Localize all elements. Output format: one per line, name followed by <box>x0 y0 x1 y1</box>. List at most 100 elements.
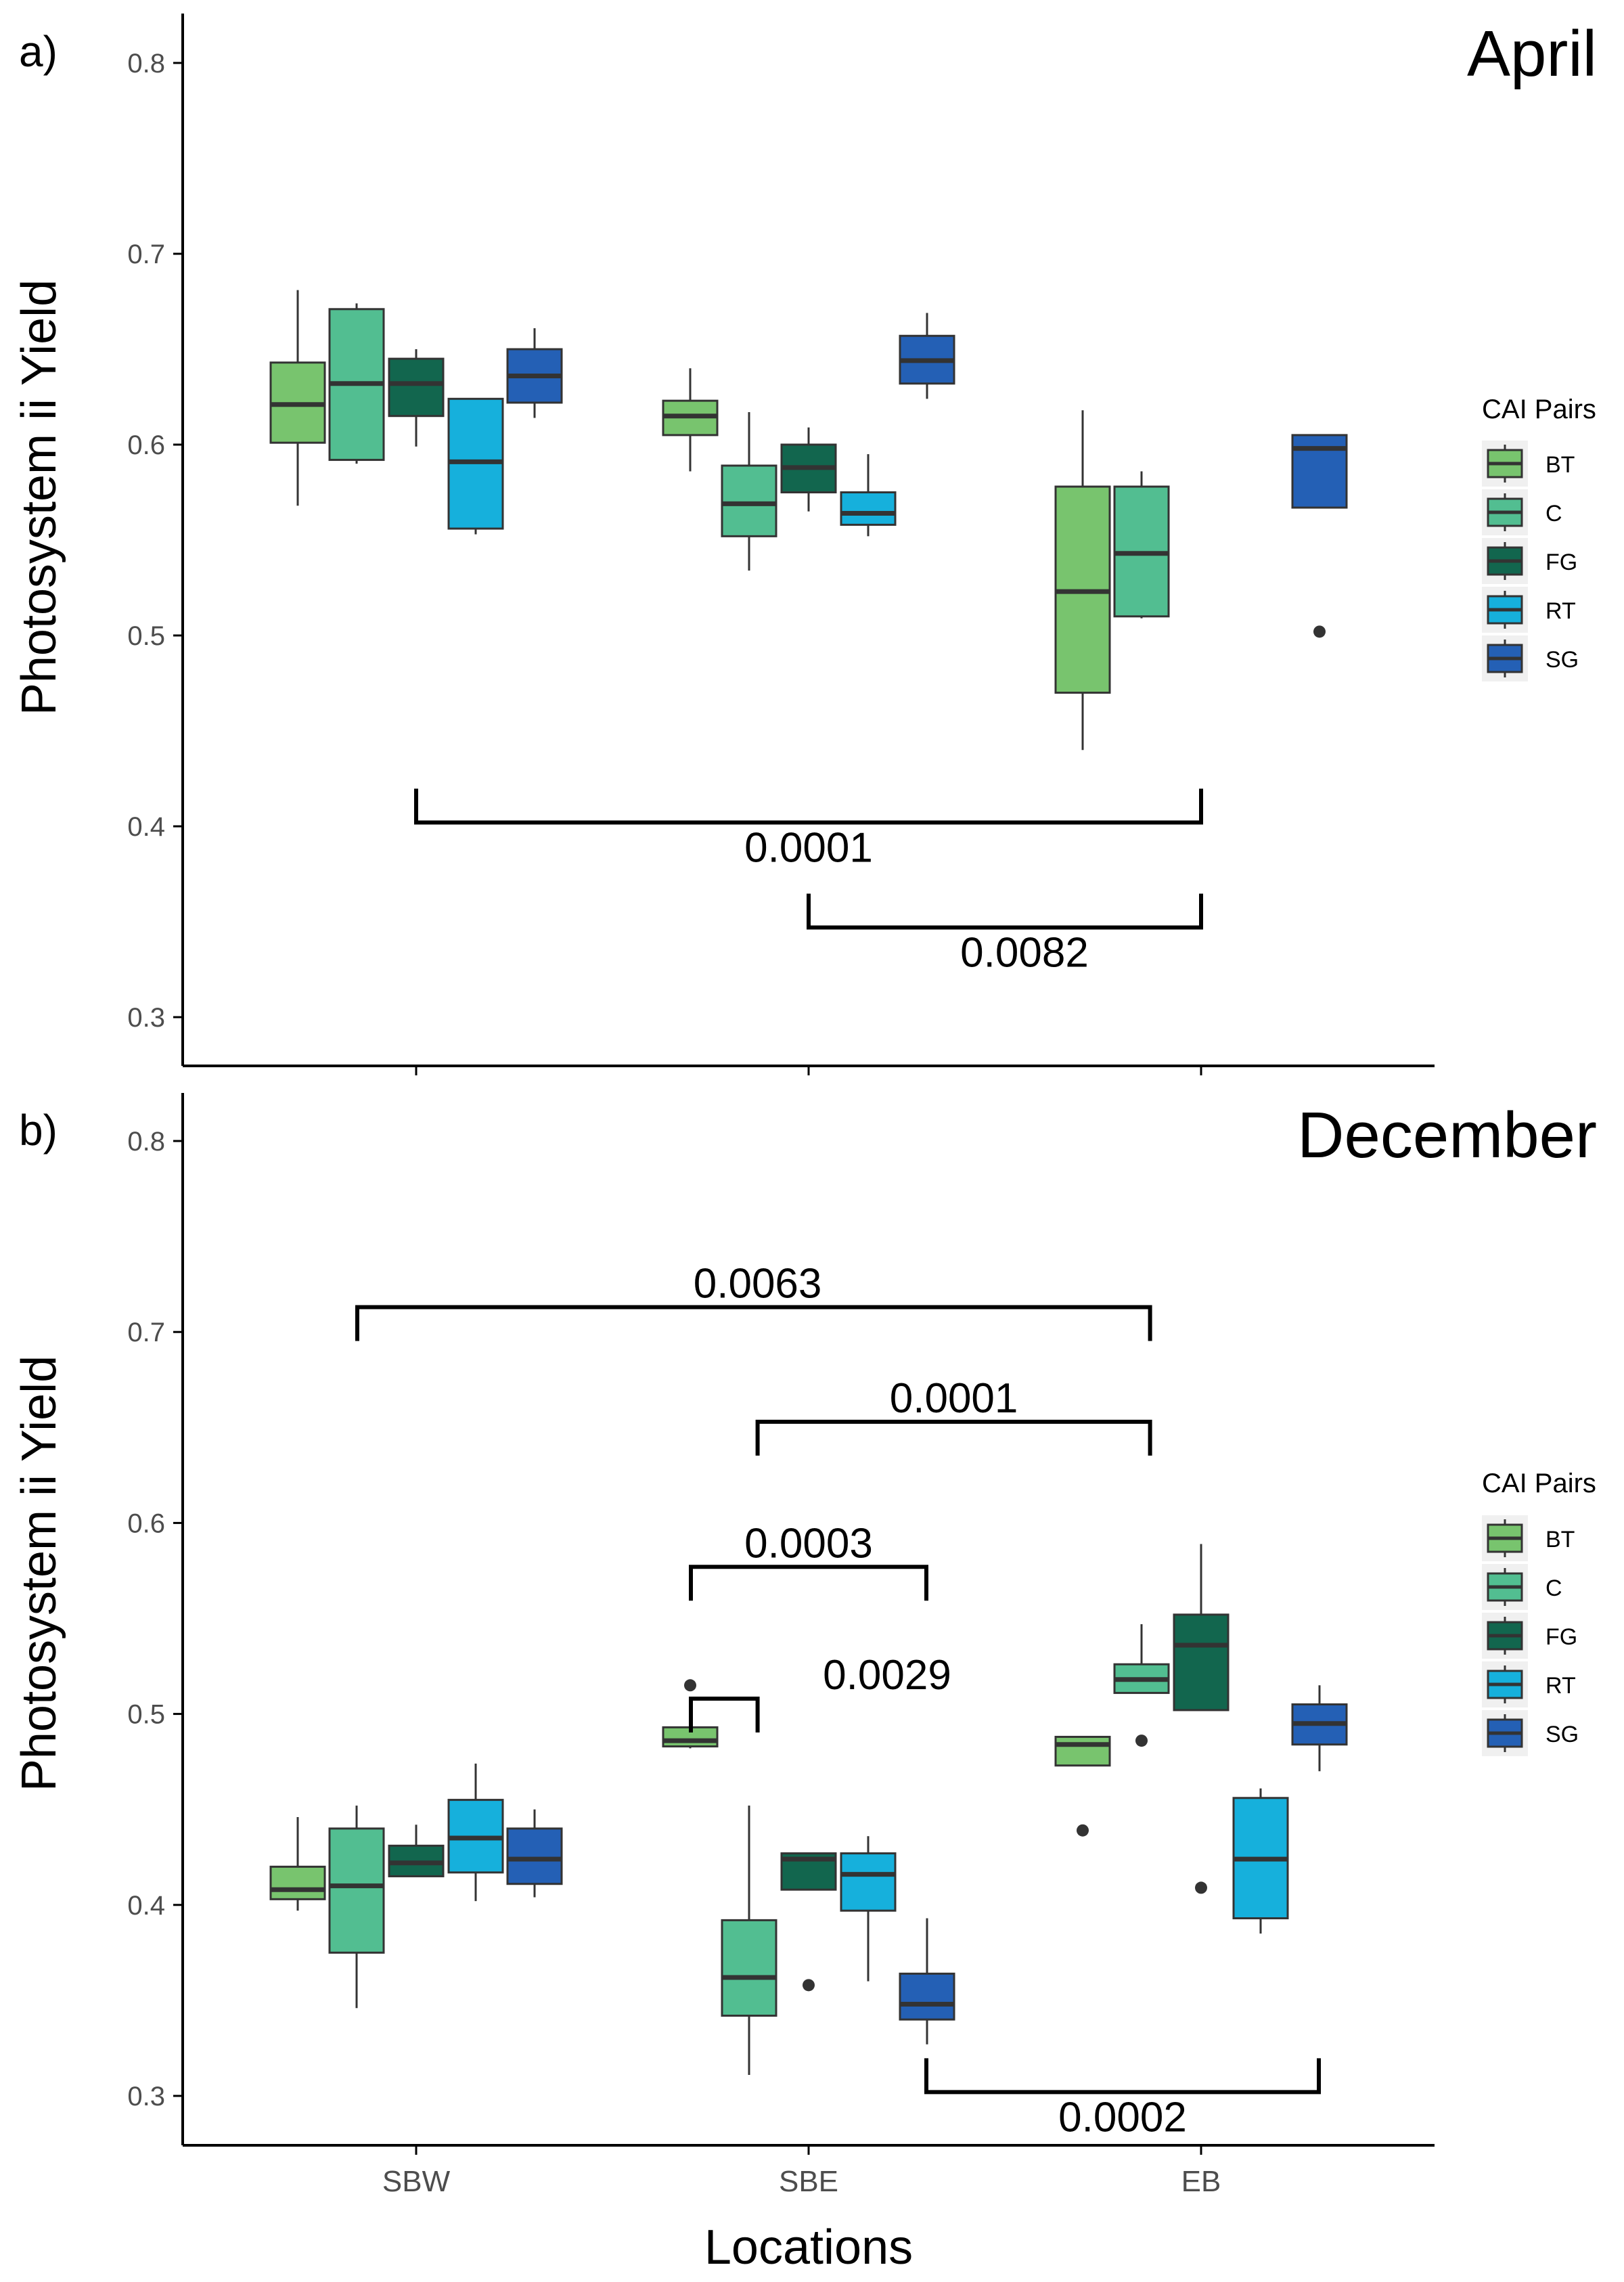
box-sbw-bt <box>269 290 326 506</box>
y-tick-label: 0.6 <box>127 1508 165 1538</box>
legend-item-bt: BT <box>1482 441 1575 487</box>
box-body <box>388 357 445 418</box>
bracket-line <box>755 1419 1152 1456</box>
bracket-line <box>807 893 1203 930</box>
legend-item-rt: RT <box>1482 1661 1576 1707</box>
legend-label: SG <box>1546 1722 1579 1747</box>
legend-title: CAI Pairs <box>1482 1469 1596 1498</box>
significance-bracket: 0.0063 <box>355 1261 1152 1341</box>
panel-a-legend: CAI Pairs BT C FG RT SG <box>1482 395 1596 681</box>
x-axis-label: Locations <box>704 2220 913 2275</box>
y-tick-label: 0.4 <box>127 812 165 842</box>
box-sbw-fg <box>388 349 445 447</box>
box-sbe-bt <box>662 1679 719 1749</box>
y-tick-label: 0.4 <box>127 1891 165 1921</box>
box-sbw-sg <box>506 328 563 418</box>
bracket-line <box>689 1565 928 1601</box>
bracket-line <box>414 788 1203 825</box>
legend-label: C <box>1546 501 1562 527</box>
significance-bracket: 0.0001 <box>414 788 1203 871</box>
box-sbw-rt <box>447 397 504 535</box>
outlier-point <box>1135 1735 1148 1747</box>
box-body <box>1054 1735 1111 1767</box>
panel-b-label: b) <box>19 1106 58 1155</box>
box-body <box>1291 434 1348 509</box>
box-body <box>269 1865 326 1900</box>
legend-item-c: C <box>1482 1564 1562 1610</box>
legend-title: CAI Pairs <box>1482 395 1596 424</box>
box-eb-c <box>1113 471 1170 619</box>
box-body <box>721 464 777 537</box>
box-eb-bt <box>1054 1735 1111 1837</box>
box-sbw-sg <box>506 1809 563 1898</box>
y-tick-label: 0.6 <box>127 430 165 460</box>
x-tick-label: SBE <box>779 2165 838 2198</box>
significance-bracket: 0.0082 <box>807 893 1203 976</box>
panel-a-y-axis-label: Photosystem ii Yield <box>12 279 66 715</box>
box-eb-sg <box>1291 1685 1348 1772</box>
legend-label: SG <box>1546 647 1579 673</box>
box-eb-fg <box>1173 1544 1230 1894</box>
x-tick-label: EB <box>1181 2165 1221 2198</box>
box-body <box>1173 1613 1230 1712</box>
box-sbe-rt <box>840 454 897 537</box>
panel-a-plot: 0.3 0.4 0.5 0.6 0.7 0.8 0.0001 0.0082 <box>127 14 1435 1075</box>
panel-b-y-axis-label: Photosystem ii Yield <box>12 1356 66 1791</box>
p-value-label: 0.0001 <box>744 824 873 871</box>
outlier-point <box>684 1679 696 1692</box>
legend-label: RT <box>1546 598 1576 624</box>
box-eb-rt <box>1232 1788 1289 1934</box>
legend-item-fg: FG <box>1482 538 1577 584</box>
y-tick-label: 0.3 <box>127 2082 165 2111</box>
box-sbw-c <box>328 1806 385 2009</box>
significance-bracket: 0.0029 <box>689 1652 951 1733</box>
legend-label: BT <box>1546 1527 1575 1552</box>
bracket-line <box>355 1305 1152 1341</box>
bracket-line <box>924 2058 1321 2095</box>
legend-label: BT <box>1546 452 1575 478</box>
panel-a-label: a) <box>19 27 58 76</box>
box-sbe-c <box>721 1806 777 2075</box>
y-tick-label: 0.7 <box>127 240 165 269</box>
box-sbe-c <box>721 412 777 571</box>
box-eb-c <box>1113 1624 1170 1747</box>
panel-b-legend: CAI Pairs BT C FG RT SG <box>1482 1469 1596 1756</box>
panel-b-title: December <box>1297 1099 1597 1171</box>
panel-a-title: April <box>1467 18 1597 90</box>
box-body <box>328 1827 385 1954</box>
box-sbe-fg <box>780 1852 837 1992</box>
outlier-point <box>1313 625 1326 638</box>
legend-item-sg: SG <box>1482 1710 1579 1756</box>
box-body <box>721 1919 777 2017</box>
outlier-point <box>803 1979 815 1992</box>
box-body <box>506 1827 563 1885</box>
box-sbw-rt <box>447 1763 504 1902</box>
y-tick-label: 0.8 <box>127 49 165 79</box>
box-sbw-bt <box>269 1816 326 1911</box>
box-sbe-bt <box>662 368 719 472</box>
significance-bracket: 0.0001 <box>755 1375 1152 1456</box>
p-value-label: 0.0082 <box>960 929 1089 976</box>
legend-item-sg: SG <box>1482 635 1579 681</box>
legend-label: FG <box>1546 550 1577 575</box>
box-eb-bt <box>1054 410 1111 751</box>
box-body <box>899 1972 955 2021</box>
x-tick-label: SBW <box>382 2165 451 2198</box>
p-value-label: 0.0003 <box>744 1520 873 1567</box>
box-body <box>840 491 897 526</box>
box-body <box>840 1852 897 1912</box>
box-sbe-rt <box>840 1836 897 1982</box>
legend-item-rt: RT <box>1482 587 1576 633</box>
p-value-label: 0.0002 <box>1058 2094 1187 2141</box>
legend-item-fg: FG <box>1482 1613 1577 1659</box>
box-sbe-sg <box>899 313 955 399</box>
outlier-point <box>1077 1824 1089 1837</box>
box-sbw-fg <box>388 1825 445 1877</box>
legend-label: FG <box>1546 1624 1577 1650</box>
y-tick-label: 0.3 <box>127 1003 165 1033</box>
significance-bracket: 0.0002 <box>924 2058 1321 2141</box>
box-sbw-c <box>328 303 385 464</box>
box-sbe-sg <box>899 1918 955 2044</box>
significance-bracket: 0.0003 <box>689 1520 928 1601</box>
